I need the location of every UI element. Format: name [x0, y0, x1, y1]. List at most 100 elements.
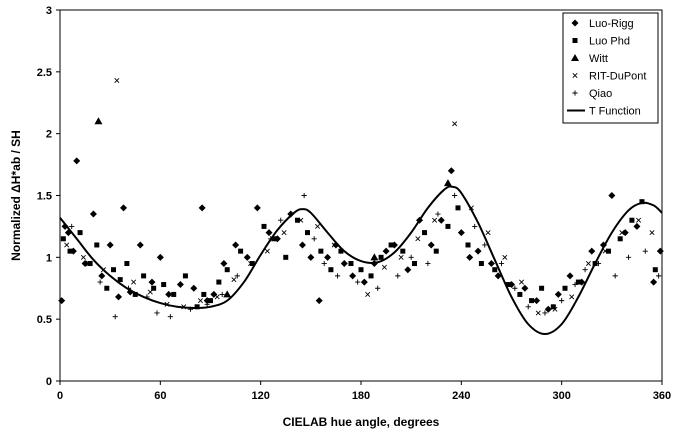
data-point: [519, 279, 525, 285]
data-point: [94, 242, 100, 248]
data-point: [151, 285, 157, 291]
data-point: [154, 310, 160, 316]
series-qiao: [69, 192, 662, 320]
data-point: [321, 260, 327, 267]
data-point: [278, 217, 284, 223]
legend-marker: [572, 72, 578, 79]
data-point: [562, 285, 568, 291]
data-point: [106, 241, 114, 249]
legend-label: Witt: [589, 53, 608, 65]
data-point: [412, 261, 418, 267]
plot-marks: [58, 77, 664, 320]
x-tick-label: 60: [154, 390, 166, 402]
data-point: [427, 241, 435, 249]
series-witt: [94, 117, 452, 298]
x-tick-label: 120: [251, 390, 269, 402]
data-point: [340, 260, 348, 268]
legend-marker: [571, 19, 579, 27]
data-point: [370, 253, 379, 261]
data-point: [238, 248, 244, 254]
y-tick-label: 0.5: [37, 314, 52, 326]
y-tick-label: 1.5: [37, 191, 52, 203]
data-point: [315, 297, 323, 305]
data-point: [656, 247, 664, 255]
data-point: [425, 260, 431, 267]
data-point: [535, 310, 541, 316]
data-point: [355, 279, 361, 285]
data-point: [298, 241, 306, 249]
series-luo-phd: [60, 199, 658, 310]
data-point: [214, 294, 220, 300]
data-point: [595, 260, 602, 267]
x-axis-title: CIELAB hue angle, degrees: [283, 415, 440, 429]
data-point: [382, 247, 390, 255]
data-point: [617, 236, 623, 242]
data-point: [612, 273, 618, 279]
data-point: [223, 290, 232, 298]
data-point: [161, 282, 167, 288]
data-point: [77, 230, 83, 236]
t-function-curve: [59, 185, 663, 336]
data-point: [194, 304, 200, 310]
data-point: [234, 273, 240, 279]
data-point: [482, 242, 488, 248]
data-point: [349, 272, 357, 280]
data-point: [117, 277, 123, 283]
y-tick-label: 3: [46, 5, 52, 17]
data-point: [457, 229, 465, 237]
data-point: [639, 199, 645, 205]
data-point: [197, 298, 203, 304]
data-point: [455, 205, 461, 211]
data-point: [432, 217, 438, 223]
data-point: [97, 279, 103, 285]
data-point: [452, 192, 458, 199]
data-point: [368, 273, 374, 279]
data-point: [253, 204, 261, 212]
data-point: [60, 236, 66, 242]
data-point: [650, 278, 658, 286]
legend-marker: [572, 38, 578, 43]
series-luo-rigg: [58, 157, 664, 313]
data-point: [559, 298, 565, 304]
data-point: [287, 210, 295, 218]
data-point: [167, 314, 173, 320]
data-point: [124, 261, 130, 267]
data-point: [572, 281, 578, 288]
data-point: [466, 253, 474, 261]
data-point: [447, 167, 455, 175]
data-point: [629, 217, 635, 223]
data-point: [232, 241, 240, 249]
t-function-line: [59, 185, 663, 336]
data-point: [73, 157, 81, 165]
data-point: [182, 273, 188, 279]
data-point: [265, 229, 273, 237]
data-point: [132, 291, 138, 297]
data-point: [201, 291, 207, 297]
data-point: [283, 254, 289, 260]
data-point: [608, 192, 616, 199]
data-point: [264, 248, 270, 254]
legend-label: Luo Phd: [589, 36, 630, 48]
data-point: [271, 236, 277, 242]
data-point: [602, 248, 608, 254]
data-point: [318, 248, 324, 254]
data-point: [585, 260, 591, 267]
data-point: [433, 248, 439, 254]
data-point: [165, 290, 173, 298]
data-point: [219, 291, 225, 298]
data-point: [67, 248, 73, 254]
data-point: [400, 248, 406, 254]
data-point: [521, 284, 529, 292]
data-point: [231, 277, 237, 283]
data-point: [422, 230, 428, 236]
data-point: [381, 264, 387, 270]
data-point: [404, 266, 412, 274]
data-point: [224, 267, 230, 273]
data-point: [216, 279, 222, 285]
data-point: [80, 254, 86, 260]
data-point: [452, 121, 458, 127]
data-point: [141, 273, 147, 279]
data-point: [445, 223, 451, 229]
data-point: [147, 289, 153, 295]
y-tick-label: 0: [46, 376, 52, 388]
